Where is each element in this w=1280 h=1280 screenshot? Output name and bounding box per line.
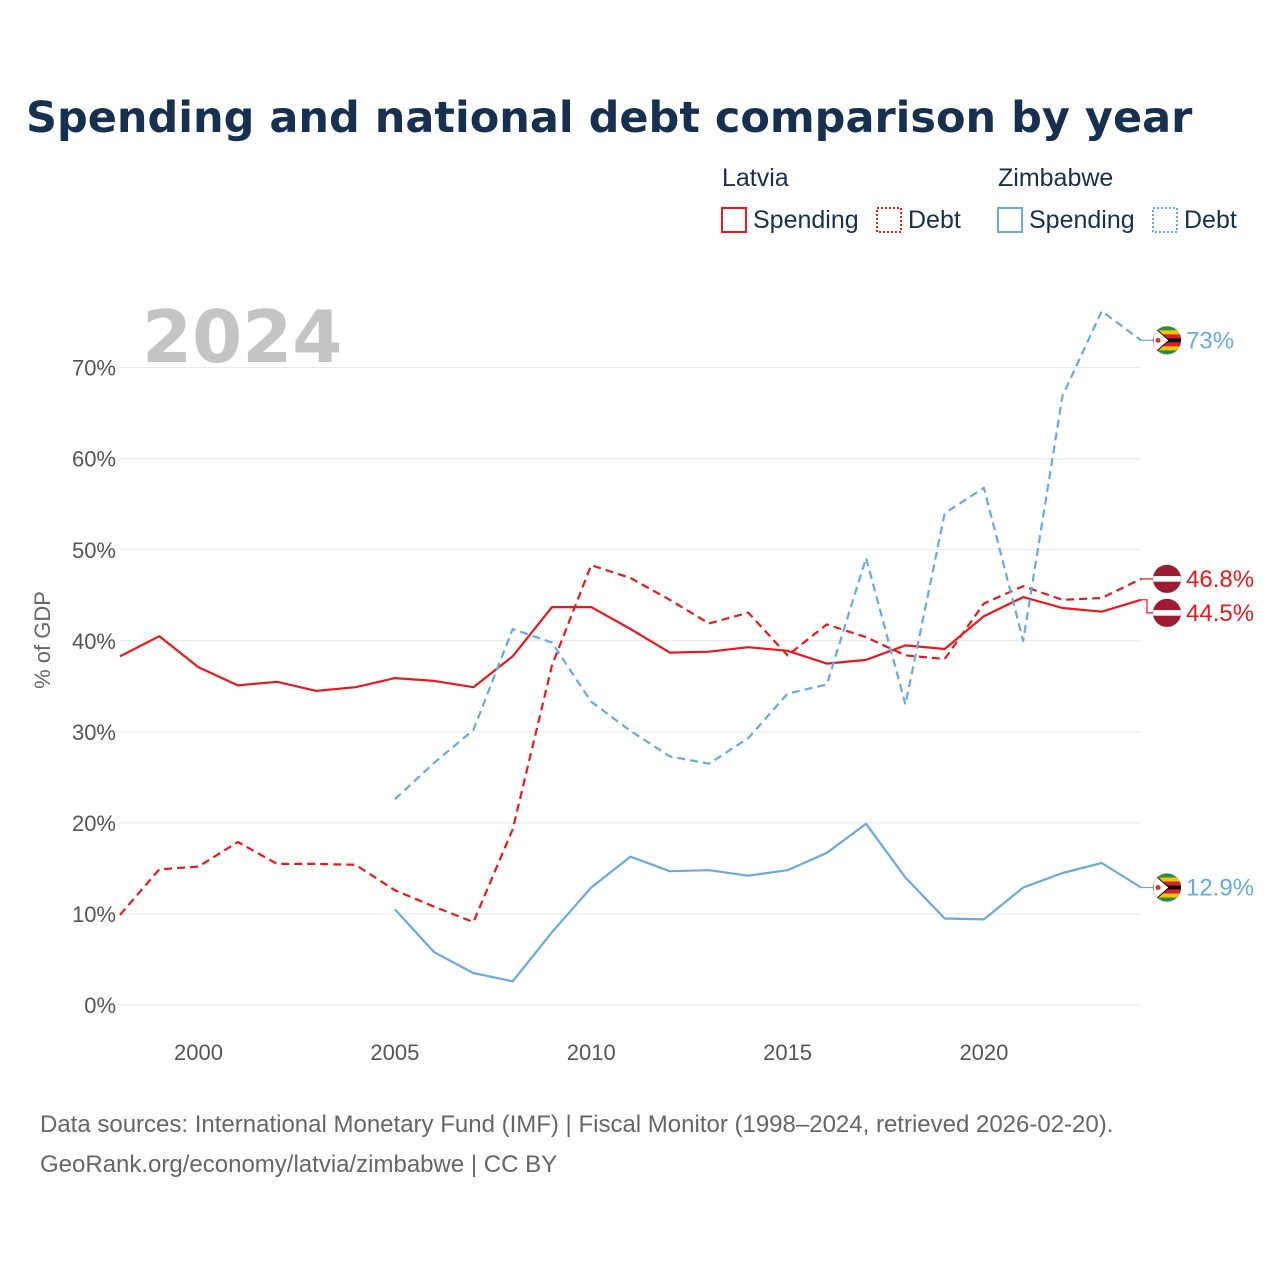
y-tick-label: 60% [72, 447, 116, 472]
y-tick-label: 30% [72, 720, 116, 745]
y-axis-label: % of GDP [30, 591, 55, 689]
year-watermark: 2024 [142, 295, 342, 379]
legend-swatch-latvia-spending [721, 207, 747, 233]
legend-group-latvia: Latvia [722, 164, 789, 192]
zimbabwe-flag-icon [1152, 873, 1182, 903]
y-tick-label: 70% [72, 356, 116, 381]
end-label-group-latvia-spending: 44.5% [1141, 598, 1254, 628]
x-tick-label: 2000 [174, 1040, 223, 1065]
legend-label-latvia-debt: Debt [908, 206, 961, 234]
legend-group-zimbabwe: Zimbabwe [998, 164, 1113, 192]
end-label-latvia-spending: 44.5% [1186, 600, 1254, 627]
gridlines [120, 367, 1141, 1006]
y-tick-label: 50% [72, 538, 116, 563]
legend-swatch-zimbabwe-debt [1152, 207, 1178, 233]
y-tick-label: 40% [72, 629, 116, 654]
legend-label-latvia-spending: Spending [753, 206, 859, 234]
series-line-latvia-spending [119, 595, 1142, 693]
end-label-group-zimbabwe-debt: 73% [1141, 325, 1234, 355]
legend: Latvia Zimbabwe Spending Debt Spending D… [721, 164, 1237, 234]
end-label-group-zimbabwe-spending: 12.9% [1141, 873, 1254, 903]
y-tick-label: 20% [72, 811, 116, 836]
end-label-group-latvia-debt: 46.8% [1141, 564, 1254, 594]
leader-line-latvia-spending [1141, 599, 1153, 614]
legend-label-zimbabwe-debt: Debt [1184, 206, 1237, 234]
source-line-1: Data sources: International Monetary Fun… [40, 1111, 1113, 1138]
end-label-zimbabwe-debt: 73% [1186, 327, 1234, 354]
legend-label-zimbabwe-spending: Spending [1029, 206, 1135, 234]
y-axis-ticks: 0% 10% 20% 30% 40% 50% 60% 70% [72, 356, 116, 1018]
latvia-flag-icon [1152, 598, 1182, 628]
y-tick-label: 0% [84, 993, 116, 1018]
x-tick-label: 2005 [370, 1040, 419, 1065]
x-axis-ticks: 2000 2005 2010 2015 2020 [174, 1040, 1008, 1065]
latvia-flag-icon [1152, 564, 1182, 594]
zimbabwe-flag-icon [1152, 325, 1182, 355]
chart-title: Spending and national debt comparison by… [26, 93, 1193, 143]
x-tick-label: 2020 [959, 1040, 1008, 1065]
x-tick-label: 2010 [567, 1040, 616, 1065]
source-line-2: GeoRank.org/economy/latvia/zimbabwe | CC… [40, 1151, 557, 1178]
series-line-zimbabwe-spending [394, 822, 1142, 983]
legend-swatch-latvia-debt [876, 207, 902, 233]
end-label-zimbabwe-spending: 12.9% [1186, 875, 1254, 902]
legend-swatch-zimbabwe-spending [997, 207, 1023, 233]
series-line-zimbabwe-debt [394, 310, 1142, 801]
x-tick-label: 2015 [763, 1040, 812, 1065]
series-lines [119, 310, 1142, 983]
y-tick-label: 10% [72, 902, 116, 927]
end-label-latvia-debt: 46.8% [1186, 566, 1254, 593]
end-labels: 73% 46.8% 44.5% 12.9% [1141, 325, 1254, 903]
series-line-latvia-debt [119, 564, 1142, 924]
